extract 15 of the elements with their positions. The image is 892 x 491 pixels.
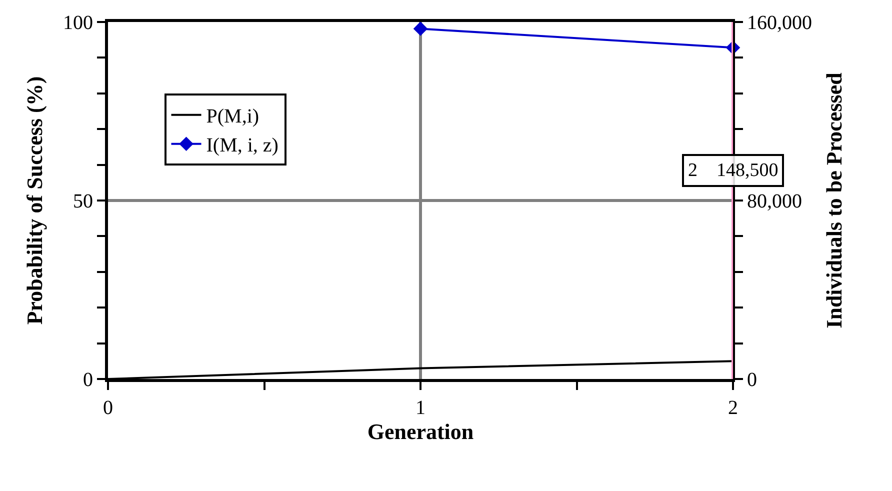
x-tick-label: 2 bbox=[728, 397, 738, 419]
y2-tick-label: 160,000 bbox=[747, 12, 812, 34]
x-axis-title: Generation bbox=[367, 419, 474, 444]
x-tick-label: 1 bbox=[416, 397, 426, 419]
y-axis-title: Probability of Success (%) bbox=[22, 76, 47, 325]
legend-label: I(M, i, z) bbox=[206, 134, 278, 157]
y-tick-label: 100 bbox=[63, 12, 93, 34]
y2-tick-label: 80,000 bbox=[747, 190, 802, 212]
y2-axis-title: Individuals to be Processed bbox=[821, 72, 846, 328]
legend-label: P(M,i) bbox=[206, 106, 260, 128]
x-tick-label: 0 bbox=[103, 397, 113, 419]
y2-tick-label: 0 bbox=[747, 369, 757, 391]
y-tick-label: 50 bbox=[73, 190, 93, 212]
annotation: 2 148,500 bbox=[688, 160, 778, 181]
y-tick-label: 0 bbox=[83, 369, 93, 391]
